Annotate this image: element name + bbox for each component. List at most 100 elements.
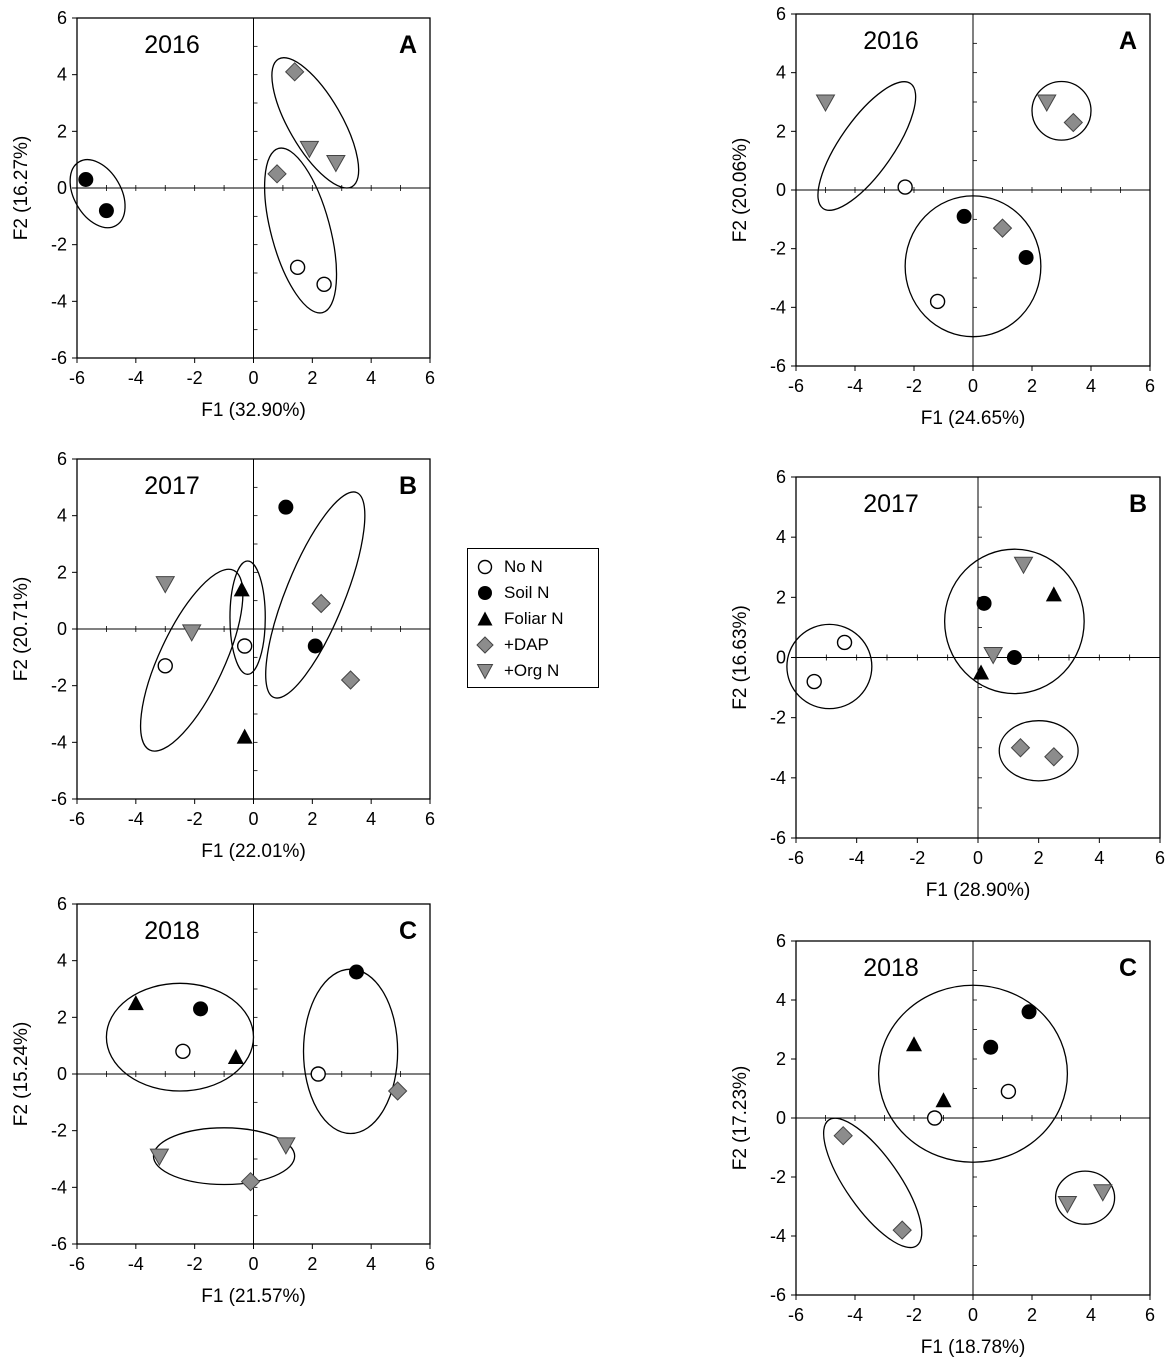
y-tick-label: -6 bbox=[51, 789, 67, 809]
x-axis-label: F1 (32.90%) bbox=[201, 400, 306, 421]
y-tick-label: -2 bbox=[51, 1121, 67, 1141]
x-tick-label: 4 bbox=[1086, 376, 1096, 396]
cluster-ellipse bbox=[877, 984, 1069, 1163]
point-soil-n bbox=[1021, 1004, 1037, 1020]
x-tick-label: 2 bbox=[1034, 848, 1044, 868]
x-tick-label: -6 bbox=[69, 368, 85, 388]
point-dap bbox=[1010, 738, 1031, 758]
point-no-n bbox=[157, 658, 173, 674]
point-soil-n bbox=[193, 1001, 209, 1017]
y-tick-label: 0 bbox=[776, 648, 786, 668]
legend-item-no-n: No N bbox=[476, 555, 543, 579]
cluster-ellipse bbox=[998, 720, 1079, 782]
cluster-ellipse bbox=[1054, 1170, 1116, 1225]
x-tick-label: 4 bbox=[366, 1254, 376, 1274]
y-tick-label: 6 bbox=[776, 4, 786, 24]
cluster-ellipse bbox=[271, 57, 360, 189]
point-soil-n bbox=[98, 203, 114, 219]
legend-label: No N bbox=[504, 557, 543, 576]
legend-item-foliar-n: Foliar N bbox=[476, 607, 564, 631]
point-soil-n bbox=[348, 964, 364, 980]
panel-year: 2018 bbox=[863, 954, 919, 982]
panel-letter: A bbox=[1119, 27, 1137, 55]
legend: No N Soil N Foliar N +DAP +Org N bbox=[467, 548, 599, 688]
x-tick-label: 2 bbox=[307, 368, 317, 388]
x-tick-label: 0 bbox=[968, 1305, 978, 1325]
point-dap bbox=[1044, 747, 1064, 767]
point-no-n bbox=[897, 179, 913, 195]
panel-letter: C bbox=[399, 917, 417, 945]
y-tick-label: 4 bbox=[776, 63, 786, 83]
triangle-up-icon bbox=[477, 611, 493, 626]
legend-label: +DAP bbox=[504, 635, 549, 654]
point-foliar-n bbox=[973, 664, 990, 680]
cluster-ellipse bbox=[69, 159, 126, 229]
point-soil-n bbox=[976, 595, 992, 611]
y-tick-label: -4 bbox=[770, 1226, 786, 1246]
y-tick-label: 0 bbox=[776, 180, 786, 200]
panel-year: 2016 bbox=[144, 31, 200, 59]
x-tick-label: 0 bbox=[973, 848, 983, 868]
cluster-ellipse bbox=[1031, 80, 1092, 141]
y-tick-label: 2 bbox=[776, 1049, 786, 1069]
point-no-n bbox=[236, 638, 253, 654]
point-soil-n bbox=[307, 638, 323, 654]
point-no-n bbox=[926, 1110, 943, 1126]
y-axis-label: F2 (20.06%) bbox=[730, 138, 751, 243]
point-foliar-n bbox=[227, 1049, 244, 1064]
cluster-ellipse bbox=[904, 195, 1042, 338]
diamond-icon bbox=[476, 636, 494, 654]
y-tick-label: -6 bbox=[51, 348, 67, 368]
point-org-n bbox=[276, 1137, 296, 1155]
point-foliar-n bbox=[236, 728, 253, 744]
x-tick-label: 4 bbox=[366, 368, 376, 388]
point-org-n bbox=[1092, 1184, 1113, 1202]
x-tick-label: -6 bbox=[788, 848, 804, 868]
point-soil-n bbox=[1018, 249, 1034, 265]
cluster-ellipse bbox=[105, 982, 255, 1092]
x-tick-label: -6 bbox=[788, 376, 804, 396]
point-no-n bbox=[929, 293, 946, 310]
y-tick-label: -2 bbox=[770, 1167, 786, 1187]
point-org-n bbox=[983, 646, 1004, 665]
x-tick-label: -4 bbox=[847, 376, 863, 396]
chart-panel-4: -6 -4 -2 0 2 4 6 -6 -4 -2 0 2 4 6 F1 (24.65%) F2 (20.06… bbox=[730, 4, 1155, 429]
y-tick-label: -4 bbox=[51, 291, 67, 311]
y-axis-label: F2 (20.71%) bbox=[11, 577, 32, 682]
point-dap bbox=[992, 218, 1013, 238]
x-tick-label: -4 bbox=[128, 809, 144, 829]
y-tick-label: 0 bbox=[57, 1064, 67, 1084]
legend-item-soil-n: Soil N bbox=[476, 581, 549, 605]
y-tick-label: 0 bbox=[776, 1108, 786, 1128]
point-org-n bbox=[815, 94, 836, 113]
cluster-ellipse bbox=[229, 560, 266, 675]
cluster-ellipse bbox=[263, 147, 338, 314]
y-tick-label: -2 bbox=[770, 708, 786, 728]
point-soil-n bbox=[1006, 650, 1022, 665]
x-tick-label: 0 bbox=[968, 376, 978, 396]
cluster-ellipse bbox=[139, 568, 244, 752]
point-soil-n bbox=[956, 208, 972, 224]
x-tick-label: -2 bbox=[187, 368, 203, 388]
y-tick-label: 6 bbox=[57, 449, 67, 469]
point-org-n bbox=[326, 155, 346, 173]
x-axis-label: F1 (22.01%) bbox=[201, 841, 306, 862]
y-axis-label: F2 (16.63%) bbox=[730, 605, 751, 710]
x-tick-label: -2 bbox=[187, 809, 203, 829]
x-tick-label: -4 bbox=[128, 368, 144, 388]
point-dap bbox=[340, 670, 361, 690]
x-tick-label: 0 bbox=[248, 368, 258, 388]
y-axis-label: F2 (15.24%) bbox=[11, 1022, 32, 1127]
x-tick-label: 6 bbox=[425, 809, 435, 829]
y-tick-label: 0 bbox=[57, 178, 67, 198]
x-tick-label: -2 bbox=[187, 1254, 203, 1274]
point-foliar-n bbox=[1045, 586, 1062, 602]
y-tick-label: 2 bbox=[57, 562, 67, 582]
x-axis-label: F1 (21.57%) bbox=[201, 1286, 306, 1307]
y-tick-label: 4 bbox=[57, 506, 67, 526]
x-tick-label: -6 bbox=[69, 1254, 85, 1274]
y-tick-label: 6 bbox=[57, 8, 67, 28]
y-axis-label: F2 (17.23%) bbox=[730, 1066, 751, 1171]
x-tick-label: 6 bbox=[1145, 1305, 1155, 1325]
y-tick-label: 4 bbox=[776, 990, 786, 1010]
